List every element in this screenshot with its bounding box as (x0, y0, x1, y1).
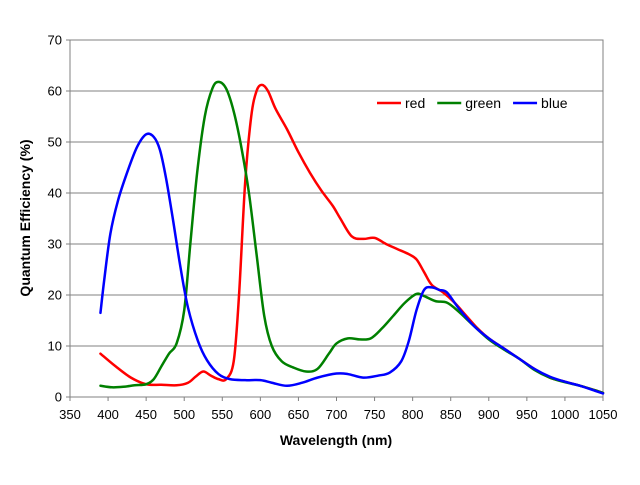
x-tick-label: 850 (440, 407, 462, 422)
y-tick-label: 30 (48, 237, 62, 252)
y-tick-label: 10 (48, 339, 62, 354)
y-axis-title: Quantum Efficiency (%) (17, 139, 33, 296)
x-tick-label: 1000 (550, 407, 579, 422)
legend-label-blue: blue (541, 95, 568, 111)
x-tick-label: 700 (326, 407, 348, 422)
y-tick-label: 20 (48, 288, 62, 303)
y-tick-label: 0 (55, 390, 62, 405)
x-tick-label: 650 (288, 407, 310, 422)
x-tick-label: 950 (516, 407, 538, 422)
legend-label-green: green (465, 95, 501, 111)
y-tick-label: 50 (48, 135, 62, 150)
y-tick-label: 70 (48, 33, 62, 48)
grid-lines (70, 90, 603, 347)
plot-area (69, 39, 604, 398)
legend: red green blue (377, 95, 568, 111)
x-tick-label: 500 (173, 407, 195, 422)
x-tick-label: 450 (135, 407, 157, 422)
legend-label-red: red (405, 95, 425, 111)
x-tick-label: 800 (402, 407, 424, 422)
x-axis-title: Wavelength (nm) (280, 432, 392, 448)
series-lines (99, 80, 605, 395)
axes: 0 10 20 30 40 50 60 70 350 400 450 500 550 600 650 700 7… (48, 33, 618, 423)
x-tick-label: 550 (211, 407, 233, 422)
y-tick-label: 60 (48, 84, 62, 99)
x-tick-label: 350 (59, 407, 81, 422)
series-line-blue (99, 132, 605, 395)
x-tick-label: 400 (97, 407, 119, 422)
x-tick-label: 1050 (589, 407, 618, 422)
x-tick-label: 750 (364, 407, 386, 422)
x-tick-label: 900 (478, 407, 500, 422)
y-tick-label: 40 (48, 186, 62, 201)
x-tick-label: 600 (250, 407, 272, 422)
